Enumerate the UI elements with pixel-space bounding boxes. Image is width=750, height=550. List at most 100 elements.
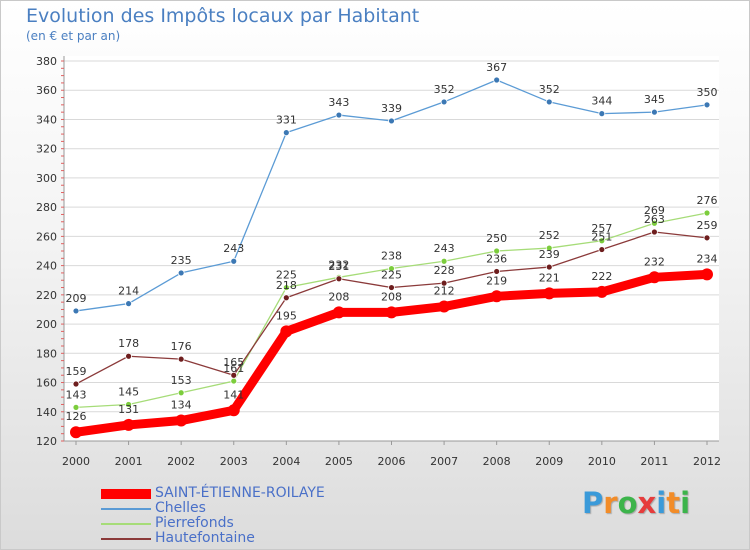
x-tick-label: 2001 — [115, 455, 143, 468]
data-label: 145 — [118, 385, 139, 398]
data-point — [440, 279, 448, 287]
data-label: 153 — [171, 374, 192, 387]
data-point — [493, 268, 501, 275]
legend-label: Chelles — [155, 500, 206, 516]
data-label: 208 — [381, 290, 402, 303]
data-label: 208 — [328, 290, 349, 303]
data-label: 243 — [434, 242, 455, 255]
data-label: 195 — [276, 309, 297, 322]
data-point — [701, 268, 713, 281]
data-label: 345 — [644, 93, 665, 106]
x-tick-label: 2000 — [62, 455, 90, 468]
data-point — [545, 263, 553, 271]
data-point — [651, 219, 658, 227]
data-label: 239 — [539, 248, 560, 261]
data-label: 236 — [486, 252, 507, 265]
legend-swatch — [101, 508, 151, 510]
data-point — [703, 234, 711, 242]
y-tick-label: 340 — [36, 113, 57, 126]
data-point — [651, 228, 658, 236]
data-point — [282, 129, 290, 137]
x-tick-label: 2002 — [167, 455, 195, 468]
data-label: 176 — [171, 340, 192, 353]
data-point — [125, 352, 132, 360]
legend-label: Hautefontaine — [155, 530, 255, 546]
data-label: 251 — [591, 231, 612, 244]
data-point — [595, 285, 608, 298]
data-label: 228 — [434, 264, 455, 277]
data-point — [72, 307, 80, 315]
x-tick-label: 2004 — [272, 455, 300, 468]
data-label: 221 — [539, 271, 560, 284]
data-label: 178 — [118, 337, 139, 350]
x-tick-label: 2008 — [483, 455, 511, 468]
data-point — [598, 246, 606, 253]
data-point — [490, 290, 503, 303]
data-label: 269 — [644, 204, 665, 217]
data-label: 234 — [697, 252, 718, 265]
data-point — [385, 306, 398, 319]
data-point — [230, 257, 238, 265]
data-point — [70, 426, 82, 439]
x-tick-label: 2006 — [378, 455, 406, 468]
y-tick-label: 180 — [36, 347, 57, 360]
y-tick-label: 160 — [36, 377, 57, 390]
chart-subtitle: (en € et par an) — [26, 29, 121, 43]
data-label: 331 — [276, 114, 297, 127]
logo-letter: i — [656, 486, 667, 520]
data-point — [440, 98, 448, 106]
data-label: 131 — [118, 403, 139, 416]
x-tick-label: 2009 — [535, 455, 563, 468]
y-tick-label: 140 — [36, 406, 57, 419]
data-point — [230, 371, 238, 379]
data-point — [72, 380, 80, 388]
data-point — [388, 117, 395, 125]
data-label: 218 — [276, 279, 297, 292]
data-label: 161 — [223, 362, 244, 375]
data-point — [125, 300, 132, 308]
data-label: 352 — [434, 83, 455, 96]
data-label: 235 — [171, 254, 192, 267]
x-tick-label: 2012 — [693, 455, 721, 468]
data-point — [493, 247, 501, 255]
legend-label: SAINT-ÉTIENNE-ROILAYE — [155, 485, 325, 501]
data-point — [388, 265, 395, 272]
data-label: 252 — [539, 229, 560, 242]
data-point — [332, 306, 345, 319]
data-point — [125, 401, 132, 408]
data-label: 352 — [539, 83, 560, 96]
data-point — [230, 377, 238, 385]
logo-letter: i — [680, 486, 691, 520]
data-label: 232 — [644, 255, 665, 268]
data-label: 276 — [697, 194, 718, 207]
logo-letter: t — [666, 486, 681, 520]
logo-letter: r — [603, 486, 618, 520]
y-tick-label: 300 — [36, 172, 57, 185]
x-tick-label: 2005 — [325, 455, 353, 468]
data-label: 367 — [486, 61, 507, 74]
data-label: 165 — [223, 356, 244, 369]
data-label: 222 — [591, 270, 612, 283]
data-point — [543, 287, 556, 300]
y-tick-label: 380 — [36, 55, 57, 68]
data-point — [388, 284, 395, 291]
data-label: 225 — [381, 269, 402, 282]
data-point — [598, 110, 606, 118]
chart-title: Evolution des Impôts locaux par Habitant — [26, 5, 420, 27]
data-point — [651, 108, 658, 116]
data-label: 344 — [591, 95, 612, 108]
data-point — [703, 209, 711, 217]
data-label: 219 — [486, 274, 507, 287]
data-point — [335, 111, 343, 119]
data-label: 212 — [434, 285, 455, 298]
data-label: 263 — [644, 213, 665, 226]
data-point — [177, 269, 185, 277]
logo-letter: x — [637, 486, 657, 520]
data-point — [227, 404, 240, 417]
data-label: 225 — [276, 269, 297, 282]
y-tick-label: 360 — [36, 84, 57, 97]
legend-swatch — [101, 523, 151, 525]
data-label: 339 — [381, 102, 402, 115]
legend-label: Pierrefonds — [155, 515, 234, 531]
